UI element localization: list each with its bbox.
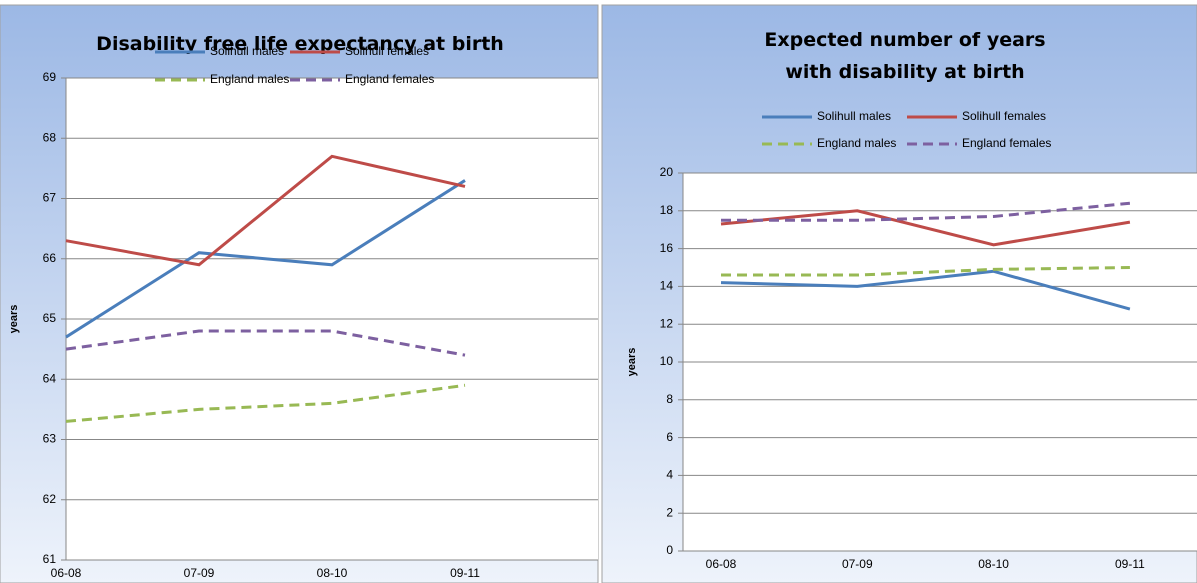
x-tick-label: 08-10 [978,557,1009,571]
line-series [720,269,1131,311]
y-tick-label: 16 [660,241,674,255]
line-series [65,329,466,357]
y-tick-label: 61 [43,552,57,566]
y-tick-label: 8 [666,392,673,406]
x-tick-label: 08-10 [317,566,348,580]
y-tick-label: 18 [660,203,674,217]
line-series [721,266,1130,277]
line-series [65,154,466,267]
x-tick-label: 06-08 [706,557,737,571]
chart-title: Expected number of years with disability… [764,29,1046,83]
y-tick-label: 69 [43,70,57,84]
line-series [65,179,466,339]
x-tick-label: 09-11 [1115,557,1145,571]
x-tick-label: 07-09 [842,557,873,571]
y-tick-label: 68 [43,130,57,144]
x-tick-label: 07-09 [184,566,215,580]
line-series [720,209,1131,247]
legend-label: England males [817,136,896,150]
y-tick-label: 6 [666,430,673,444]
x-tick-label: 09-11 [450,566,480,580]
y-tick-label: 62 [43,492,57,506]
legend-label: Solihull males [210,44,284,58]
y-tick-label: 14 [660,279,674,293]
y-axis-label: years [8,305,20,334]
legend-label: Solihull males [817,109,891,123]
y-tick-label: 64 [43,371,57,385]
legend-label: England males [210,72,289,86]
y-tick-label: 66 [43,251,57,265]
y-tick-label: 10 [660,354,674,368]
line-series [721,201,1131,222]
x-tick-label: 06-08 [51,566,82,580]
legend-label: England females [345,72,434,86]
y-axis-label: years [626,348,638,377]
y-tick-label: 12 [660,316,674,330]
y-tick-label: 65 [43,311,57,325]
legend-label: Solihull females [962,109,1046,123]
legend-label: England females [962,136,1051,150]
y-tick-label: 2 [666,505,673,519]
legend-label: Solihull females [345,44,429,58]
line-series [65,383,466,423]
y-tick-label: 20 [660,165,674,179]
y-tick-label: 63 [43,432,57,446]
title-box: Disability free life expectancy at birth [96,33,504,55]
y-tick-label: 67 [43,191,57,205]
title-box: Expected number of years with disability… [764,29,1046,83]
chart-title: Disability free life expectancy at birth [96,33,504,55]
y-tick-label: 0 [666,543,673,557]
y-tick-label: 4 [666,468,673,482]
